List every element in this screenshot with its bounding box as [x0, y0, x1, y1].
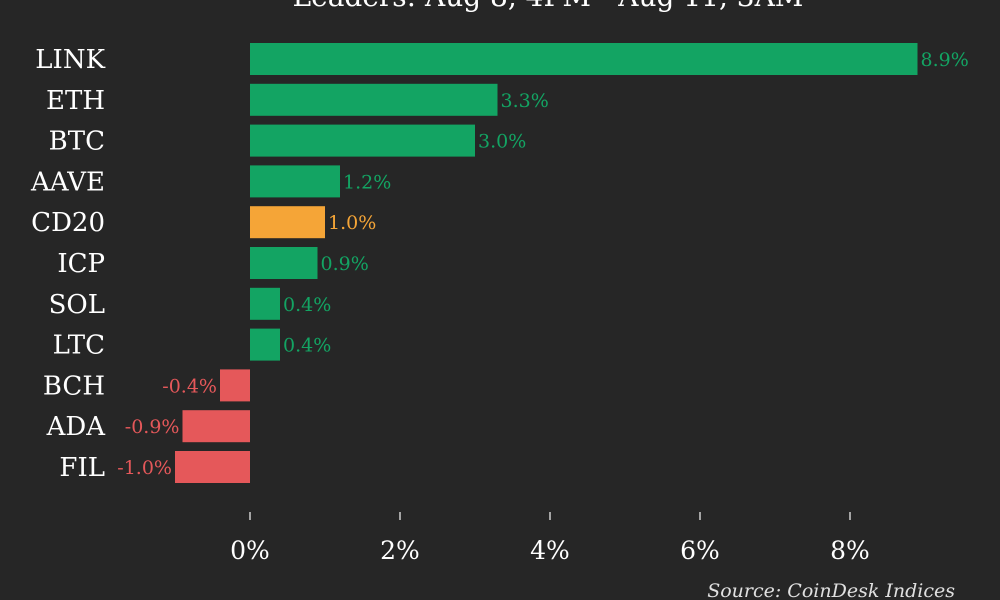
category-label-eth: ETH — [46, 86, 105, 116]
value-label-aave: 1.2% — [343, 171, 391, 193]
category-label-aave: AAVE — [30, 167, 105, 197]
value-label-link: 8.9% — [921, 49, 969, 71]
category-label-ltc: LTC — [53, 331, 105, 361]
x-tick-label-2: 2% — [380, 536, 420, 565]
category-label-link: LINK — [35, 45, 105, 75]
category-label-sol: SOL — [49, 290, 105, 320]
category-label-fil: FIL — [59, 453, 105, 483]
bar-aave — [250, 165, 340, 198]
bar-bch — [220, 369, 250, 402]
category-label-cd20: CD20 — [31, 208, 105, 238]
value-label-ltc: 0.4% — [283, 335, 331, 357]
bar-sol — [250, 287, 280, 320]
bars-group — [175, 43, 918, 483]
bar-link — [250, 43, 918, 75]
value-label-btc: 3.0% — [478, 131, 526, 153]
value-label-eth: 3.3% — [501, 90, 549, 112]
category-labels: LINK ETH BTC AAVE CD20 ICP SOL LTC BCH ADA FIL — [30, 45, 106, 483]
x-tick-label-0: 0% — [230, 536, 270, 565]
bar-fil — [175, 451, 250, 483]
value-label-icp: 0.9% — [321, 253, 369, 275]
chart-title: Leaders: Aug 8, 4PM - Aug 11, 3AM — [293, 0, 804, 13]
bar-eth — [250, 83, 498, 116]
category-label-btc: BTC — [49, 127, 105, 157]
value-label-cd20: 1.0% — [328, 212, 376, 234]
x-tick-label-8: 8% — [830, 536, 870, 565]
bar-btc — [250, 124, 475, 157]
value-label-fil: -1.0% — [117, 457, 172, 479]
value-label-bch: -0.4% — [162, 375, 217, 397]
value-labels: 8.9% 3.3% 3.0% 1.2% 1.0% 0.9% 0.4% 0.4% -0.4% -0.… — [117, 49, 968, 479]
value-label-sol: 0.4% — [283, 294, 331, 316]
x-tick-label-6: 6% — [680, 536, 720, 565]
source-note: Source: CoinDesk Indices — [707, 580, 955, 600]
x-axis: 0% 2% 4% 6% 8% — [230, 512, 870, 565]
category-label-icp: ICP — [57, 249, 105, 279]
bar-icp — [250, 247, 318, 279]
value-label-ada: -0.9% — [125, 416, 180, 438]
bar-ada — [182, 410, 250, 443]
x-tick-label-4: 4% — [530, 536, 570, 565]
bar-ltc — [250, 328, 280, 361]
bar-cd20 — [250, 206, 325, 239]
category-label-bch: BCH — [43, 371, 105, 401]
category-label-ada: ADA — [46, 412, 107, 442]
